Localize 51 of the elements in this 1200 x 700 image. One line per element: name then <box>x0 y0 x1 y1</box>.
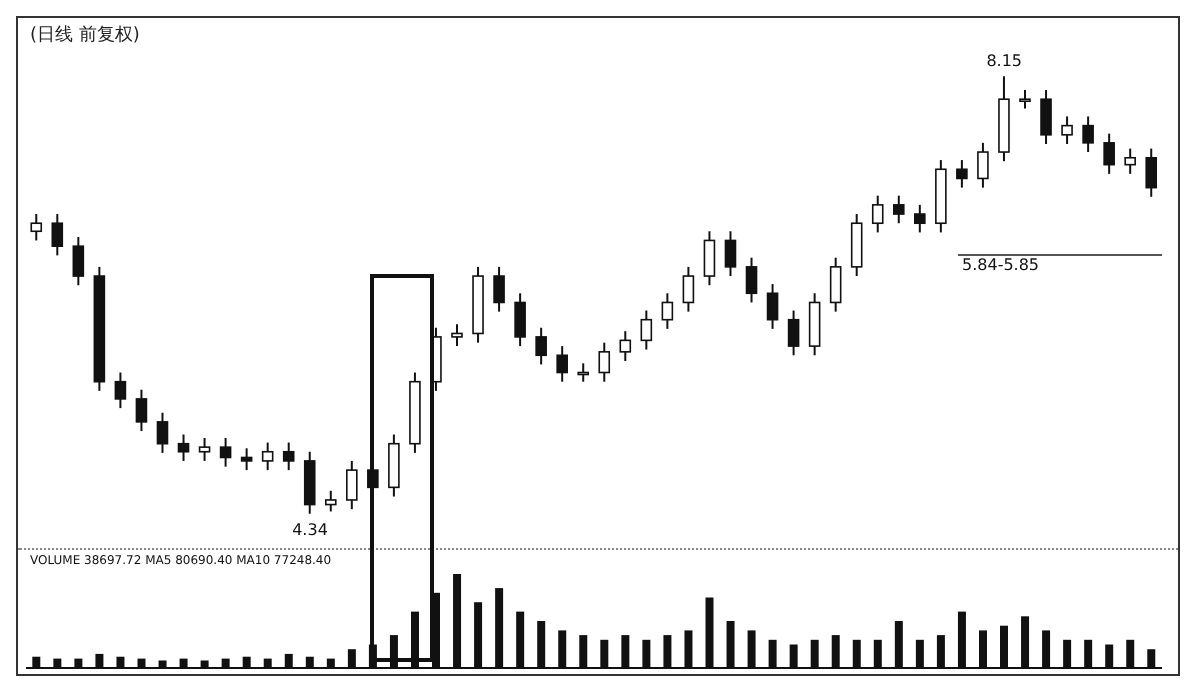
candlestick <box>282 441 295 472</box>
candlestick <box>682 265 695 313</box>
candlestick <box>1082 115 1094 154</box>
candlestick <box>51 213 64 257</box>
candlestick <box>556 345 568 383</box>
candlestick <box>135 388 148 433</box>
candlestick <box>1145 147 1158 198</box>
candlestick <box>724 230 737 278</box>
candlestick <box>619 330 632 363</box>
candlestick <box>787 309 800 357</box>
candlestick <box>914 203 926 234</box>
candlestick <box>177 433 190 462</box>
candlestick <box>388 433 400 498</box>
candlestick <box>703 230 716 287</box>
candlestick <box>1019 89 1031 110</box>
candlestick <box>219 436 232 468</box>
candlestick <box>114 371 127 410</box>
candlestick <box>451 323 463 348</box>
candlestick <box>1040 89 1052 145</box>
candlestick <box>766 283 779 330</box>
candlestick <box>850 213 863 278</box>
candlestick <box>1124 147 1136 175</box>
candlestick <box>661 292 674 330</box>
annotation: 5.84-5.85 <box>958 254 1162 274</box>
candlestick <box>72 236 85 287</box>
candlestick <box>640 309 653 351</box>
candlestick <box>745 256 758 304</box>
candlestick <box>303 450 316 515</box>
candlestick <box>829 256 842 313</box>
candlestick <box>598 341 611 383</box>
annotation: 8.15 <box>986 52 1023 71</box>
candlestick <box>535 326 547 366</box>
candlestick <box>871 194 884 234</box>
candlestick <box>977 141 989 189</box>
candlestick <box>156 411 169 454</box>
candlestick <box>261 441 274 472</box>
candlestick <box>892 194 905 225</box>
chart-title: (日线 前复权) <box>30 23 140 48</box>
candlestick <box>514 292 526 348</box>
candlestick <box>198 436 211 462</box>
candlestick <box>1103 132 1115 175</box>
candlestick <box>346 459 358 511</box>
candlestick <box>30 213 43 242</box>
candlestick <box>324 489 337 513</box>
candlestick <box>240 447 253 472</box>
candlestick <box>1061 115 1073 145</box>
candlestick <box>493 265 505 313</box>
candlestick <box>956 159 968 189</box>
annotation: 4.34 <box>292 521 328 540</box>
candlestick <box>577 362 590 383</box>
candlestick <box>808 292 821 357</box>
